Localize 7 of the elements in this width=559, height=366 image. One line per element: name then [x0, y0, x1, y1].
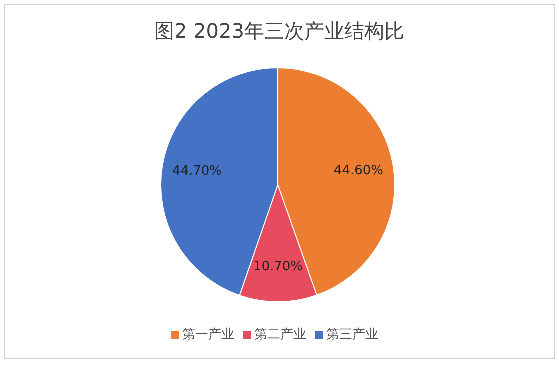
legend-label: 第一产业 [182, 328, 234, 342]
data-label: 10.70% [253, 259, 304, 274]
legend-label: 第三产业 [326, 328, 378, 342]
legend-label: 第二产业 [254, 328, 306, 342]
data-label: 44.60% [334, 164, 384, 179]
data-label: 44.70% [172, 164, 222, 179]
chart-title: 图2 2023年三次产业结构比 [154, 19, 404, 43]
